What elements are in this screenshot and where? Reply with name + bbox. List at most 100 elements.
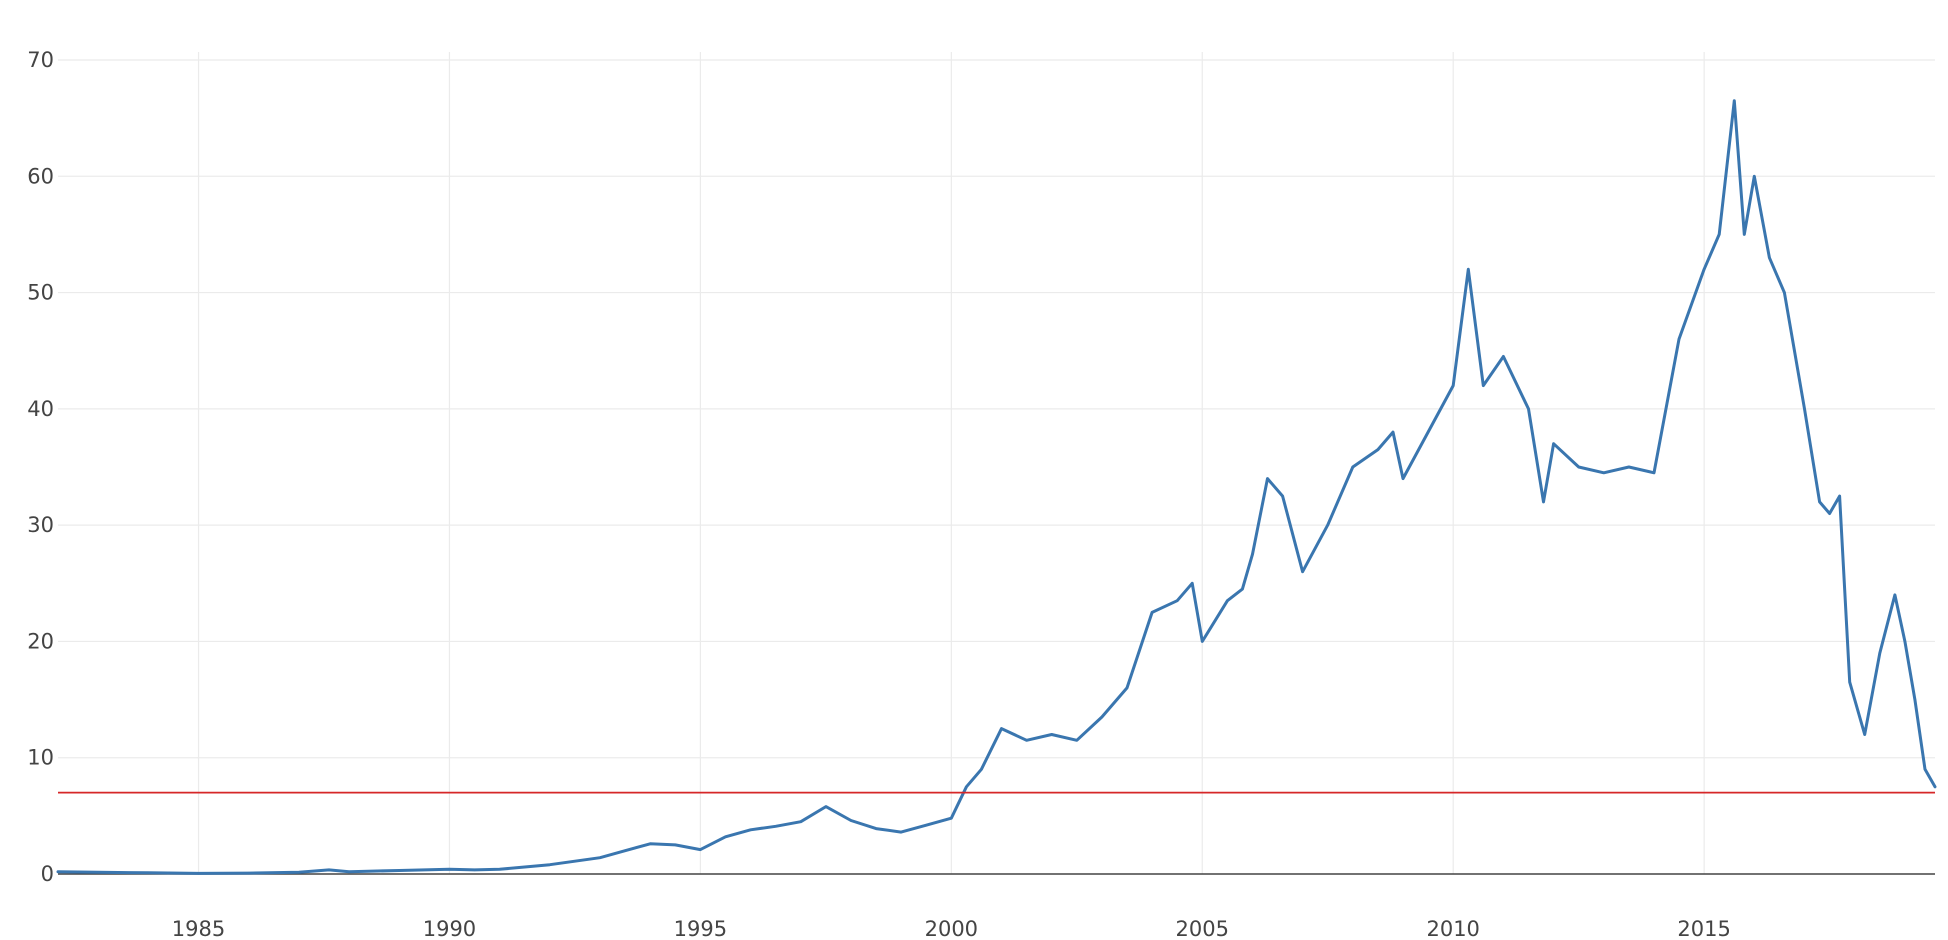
- data-point: [1391, 430, 1395, 434]
- data-point: [1301, 570, 1304, 573]
- y-tick-label: 20: [27, 629, 54, 653]
- data-point: [1351, 465, 1355, 469]
- data-point: [347, 870, 351, 873]
- data-point: [674, 843, 677, 847]
- data-point: [498, 868, 501, 871]
- data-point: [1552, 442, 1555, 445]
- data-point: [1502, 355, 1505, 358]
- data-point: [799, 820, 802, 823]
- x-tick-label: 2000: [925, 917, 978, 940]
- data-point: [1602, 471, 1605, 475]
- data-point: [774, 825, 777, 828]
- data-point: [247, 871, 250, 875]
- x-tick-label: 1995: [674, 917, 727, 940]
- data-point: [1100, 715, 1104, 719]
- y-tick-label: 60: [27, 164, 54, 188]
- data-point: [1226, 599, 1229, 602]
- data-point: [1838, 494, 1841, 498]
- data-point: [1878, 651, 1881, 655]
- data-point: [96, 871, 100, 874]
- data-point: [849, 819, 853, 822]
- x-tick-label: 1990: [423, 917, 476, 940]
- data-point: [1281, 494, 1284, 498]
- y-tick-label: 0: [41, 862, 54, 886]
- x-tick-label: 1985: [172, 917, 225, 940]
- data-point: [1542, 500, 1545, 504]
- data-point: [1783, 291, 1786, 294]
- data-point: [1376, 448, 1380, 451]
- x-tick-label: 2005: [1176, 917, 1229, 940]
- data-point: [1527, 407, 1530, 411]
- data-point: [448, 868, 451, 871]
- y-tick-label: 70: [27, 48, 54, 72]
- data-point: [749, 828, 752, 832]
- data-point: [598, 856, 602, 859]
- data-point: [1863, 733, 1866, 736]
- data-point: [1677, 337, 1681, 341]
- data-point: [1848, 680, 1851, 684]
- data-point: [1913, 698, 1917, 701]
- data-point: [1652, 471, 1656, 475]
- data-point: [523, 865, 526, 869]
- y-tick-label: 10: [27, 746, 54, 770]
- data-point: [1075, 739, 1078, 742]
- data-point: [1577, 465, 1580, 469]
- data-point: [1241, 587, 1244, 591]
- data-point: [950, 816, 953, 820]
- data-point: [925, 823, 928, 827]
- data-point: [1266, 477, 1269, 480]
- data-point: [297, 871, 301, 874]
- data-point: [1150, 611, 1154, 614]
- data-point: [1828, 512, 1831, 515]
- data-point: [56, 870, 60, 873]
- data-point: [1426, 430, 1430, 434]
- data-point: [1923, 768, 1927, 771]
- data-point: [1251, 553, 1254, 556]
- data-point: [327, 868, 331, 872]
- data-point: [1768, 256, 1771, 259]
- data-point: [1191, 582, 1194, 585]
- data-point: [649, 842, 652, 845]
- data-point: [824, 805, 828, 808]
- data-point: [980, 768, 983, 771]
- data-point: [1125, 686, 1129, 690]
- data-point: [1627, 465, 1631, 469]
- data-point: [724, 835, 727, 838]
- data-point: [1000, 727, 1003, 730]
- data-point: [147, 871, 150, 875]
- data-point: [1482, 384, 1485, 387]
- data-point: [1933, 785, 1937, 788]
- data-point: [1743, 233, 1746, 236]
- y-tick-label: 50: [27, 281, 54, 305]
- data-point: [899, 830, 903, 834]
- data-point: [1753, 175, 1756, 178]
- data-point: [1467, 268, 1470, 271]
- x-tick-label: 2015: [1677, 917, 1730, 940]
- data-point: [1050, 733, 1053, 736]
- data-point: [1201, 640, 1204, 643]
- data-point: [874, 827, 878, 830]
- data-point: [1326, 523, 1329, 527]
- data-point: [1175, 599, 1179, 602]
- data-point: [1903, 640, 1907, 643]
- data-point: [1893, 593, 1897, 597]
- data-point: [1401, 477, 1405, 480]
- data-point: [1733, 99, 1736, 102]
- data-point: [398, 869, 401, 872]
- data-point: [1025, 739, 1028, 742]
- data-point: [965, 785, 968, 788]
- data-point: [1717, 233, 1721, 236]
- data-point: [197, 872, 200, 875]
- data-point: [1452, 384, 1455, 387]
- data-point: [1702, 268, 1706, 271]
- data-point: [1818, 500, 1821, 504]
- data-point: [473, 868, 476, 872]
- data-point: [1803, 407, 1806, 411]
- x-tick-label: 2010: [1426, 917, 1479, 940]
- data-point: [623, 849, 627, 852]
- y-tick-label: 30: [27, 513, 54, 537]
- data-point: [699, 848, 702, 851]
- data-point: [548, 863, 552, 866]
